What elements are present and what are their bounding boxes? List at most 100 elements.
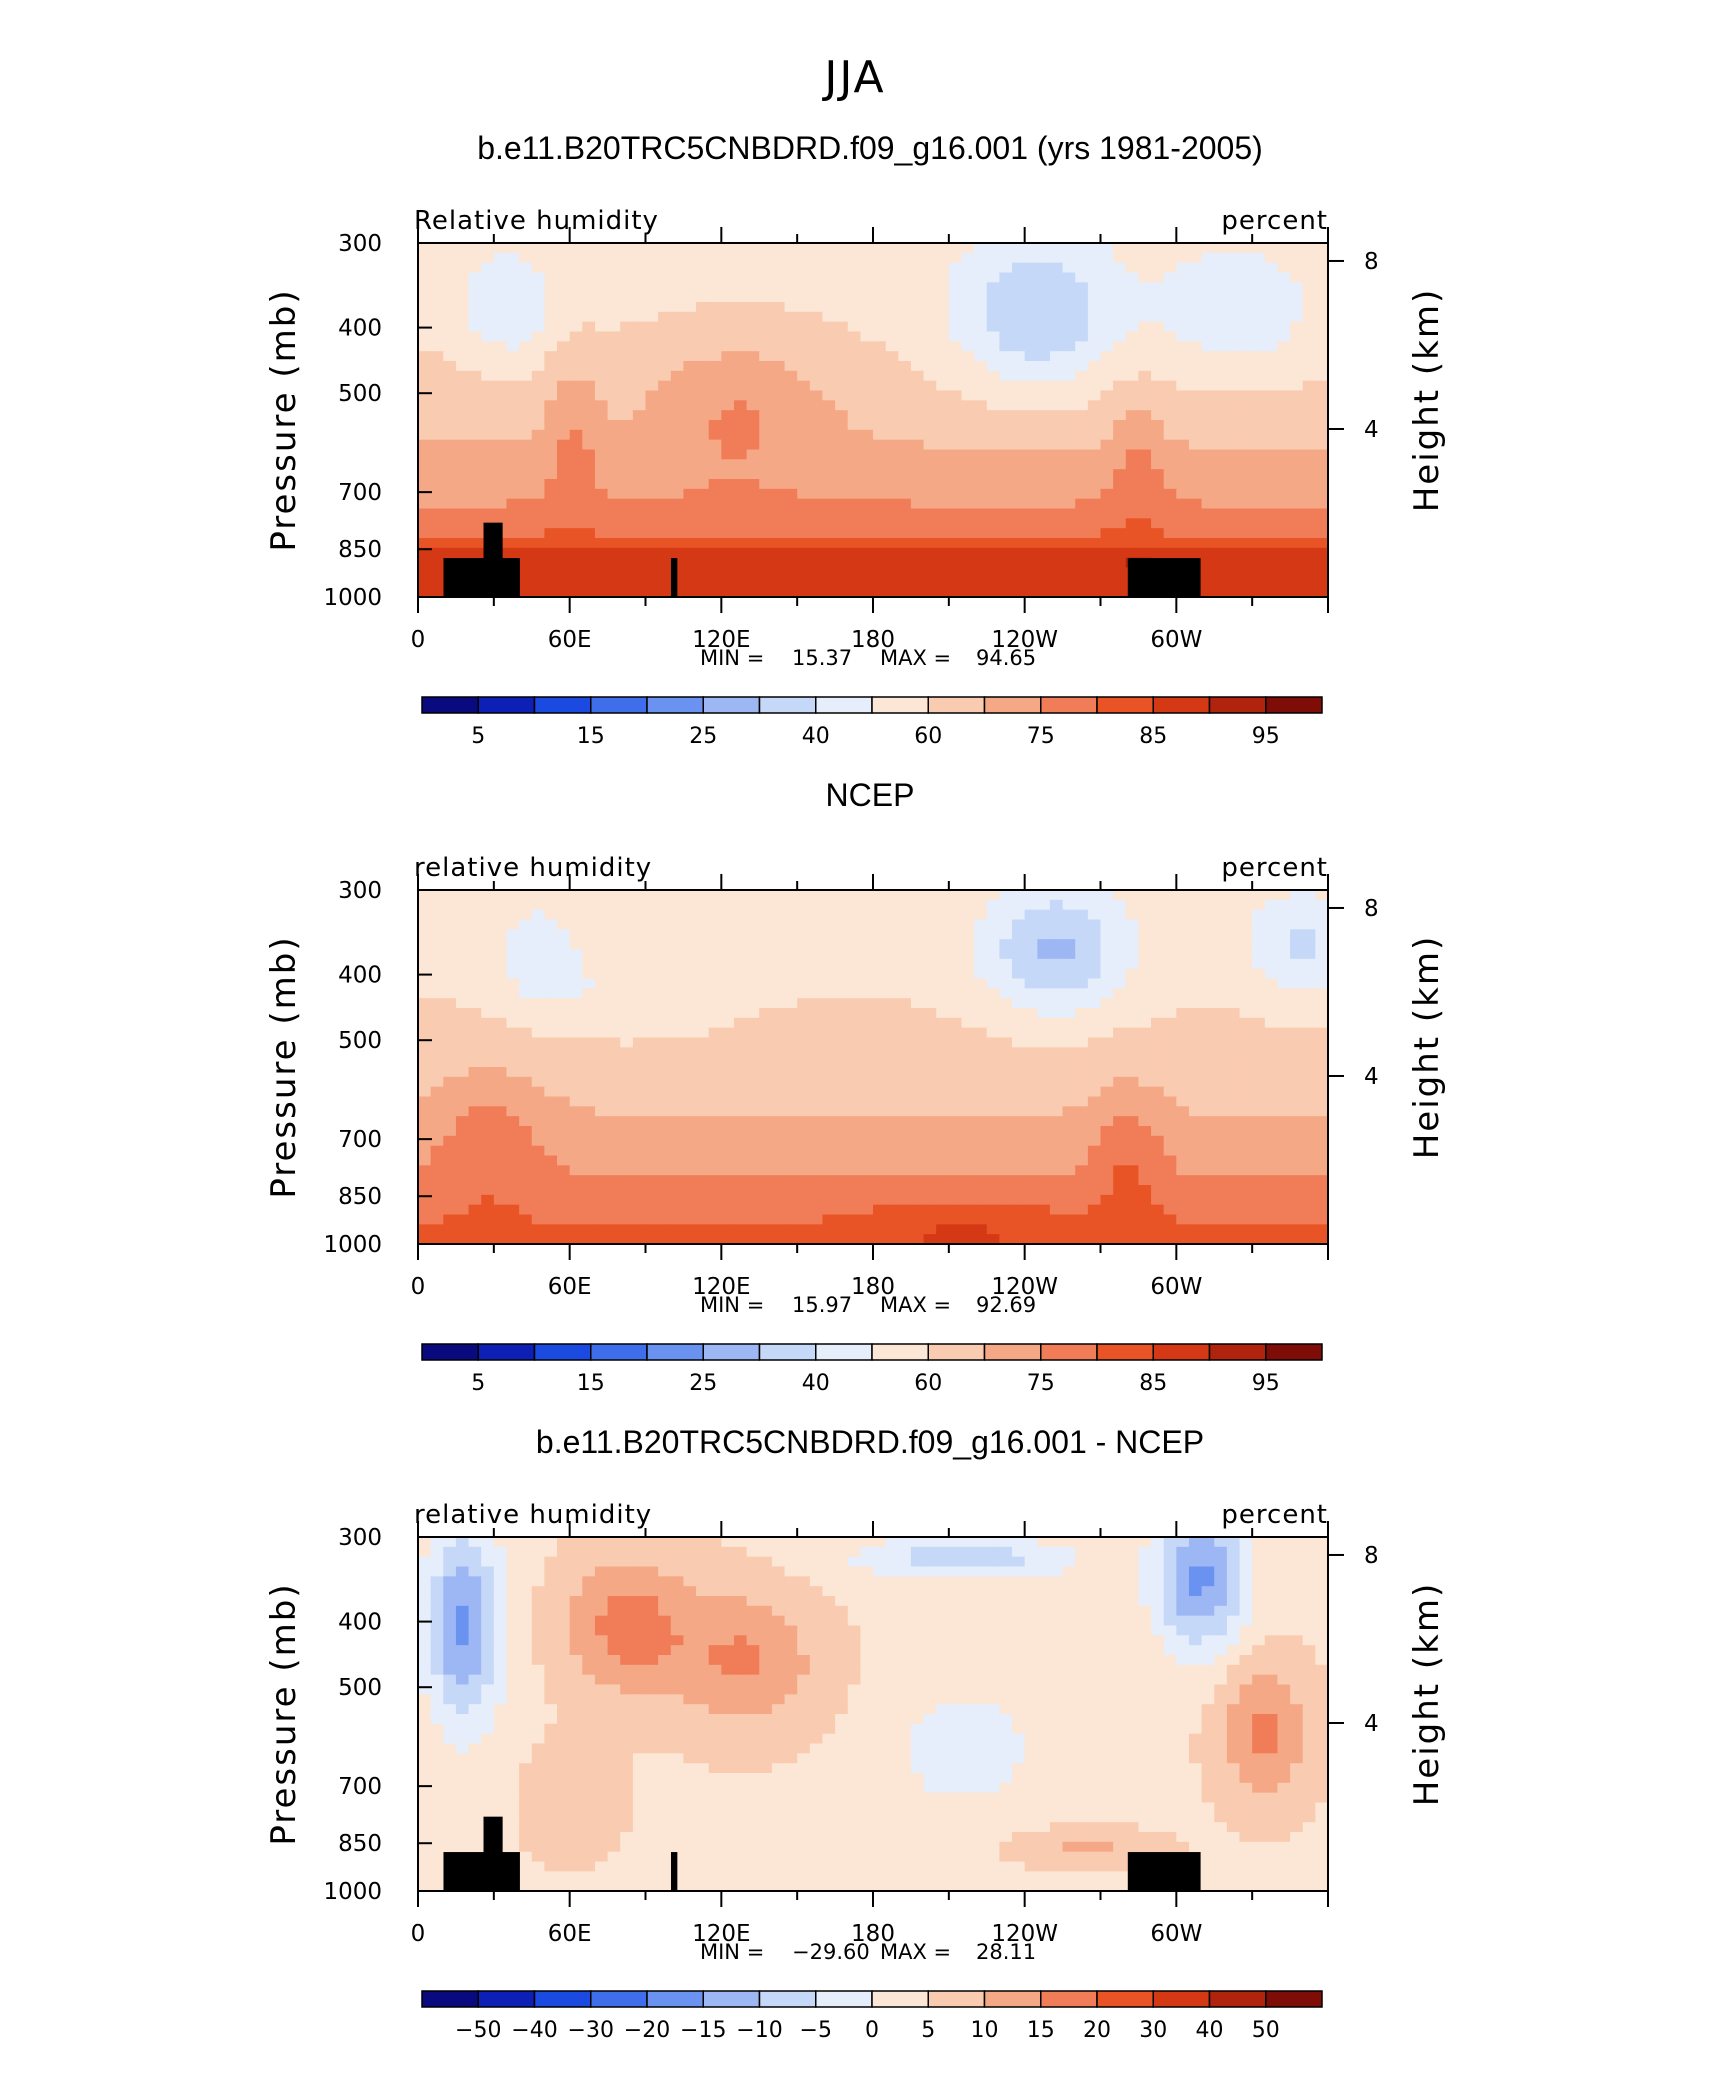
contour-cell	[493, 439, 508, 451]
contour-cell	[557, 370, 571, 382]
contour-cell	[1062, 929, 1076, 940]
contour-cell	[974, 292, 988, 303]
contour-cell	[961, 449, 975, 460]
contour-cell	[683, 282, 697, 293]
contour-cell	[948, 1047, 963, 1058]
contour-cell	[847, 420, 861, 431]
contour-cell	[986, 390, 1000, 401]
contour-cell	[1151, 351, 1165, 362]
contour-cell	[1113, 351, 1127, 362]
contour-cell	[632, 978, 647, 989]
contour-cell	[999, 1086, 1013, 1098]
contour-cell	[645, 390, 659, 401]
contour-cell	[974, 1086, 988, 1098]
contour-cell	[1264, 958, 1279, 970]
contour-cell	[885, 370, 899, 382]
contour-cell	[1188, 361, 1203, 372]
contour-cell	[506, 988, 520, 999]
contour-cell	[733, 567, 748, 578]
contour-cell	[1239, 292, 1253, 303]
contour-cell	[999, 262, 1013, 274]
contour-cell	[1049, 919, 1064, 930]
contour-cell	[1252, 1165, 1266, 1176]
contour-cell	[885, 1165, 899, 1176]
contour-cell	[1037, 1106, 1051, 1117]
contour-cell	[860, 469, 874, 480]
contour-cell	[1290, 449, 1304, 460]
contour-cell	[594, 390, 609, 401]
contour-cell	[1037, 380, 1051, 392]
contour-cell	[1062, 380, 1076, 392]
contour-cell	[1239, 1017, 1253, 1029]
contour-cell	[683, 1057, 697, 1068]
contour-cell	[1062, 1027, 1076, 1039]
contour-cell	[1049, 547, 1064, 559]
contour-cell	[771, 282, 786, 293]
contour-cell	[759, 282, 773, 293]
contour-cell	[1201, 420, 1215, 431]
contour-cell	[708, 1027, 722, 1039]
contour-cell	[645, 978, 659, 989]
contour-cell	[1100, 988, 1114, 999]
contour-cell	[809, 400, 824, 411]
contour-cell	[948, 587, 963, 598]
contour-cell	[809, 479, 824, 490]
contour-cell	[1264, 547, 1279, 559]
contour-cell	[696, 243, 710, 254]
contour-cell	[519, 1008, 533, 1019]
contour-cell	[1100, 1057, 1114, 1068]
contour-cell	[936, 459, 950, 470]
contour-cell	[733, 380, 748, 392]
contour-cell	[1239, 321, 1253, 333]
contour-cell	[835, 909, 849, 921]
contour-cell	[1201, 282, 1215, 293]
contour-cell	[860, 988, 874, 999]
contour-cell	[974, 1076, 988, 1088]
contour-cell	[1062, 321, 1076, 333]
contour-cell	[1239, 958, 1253, 970]
contour-cell	[986, 420, 1000, 431]
contour-cell	[784, 899, 798, 911]
contour-cell	[658, 449, 672, 460]
contour-cell	[607, 420, 621, 431]
contour-cell	[999, 1135, 1013, 1147]
contour-cell	[708, 508, 722, 519]
contour-cell	[506, 547, 520, 559]
contour-cell	[481, 321, 495, 333]
contour-cell	[948, 1017, 963, 1029]
contour-cell	[1226, 899, 1241, 911]
contour-cell	[1125, 1017, 1140, 1029]
contour-cell	[1214, 1067, 1228, 1078]
contour-cell	[1201, 518, 1215, 529]
contour-cell	[733, 429, 748, 441]
contour-cell	[582, 243, 596, 254]
contour-cell	[468, 978, 482, 989]
contour-cell	[1087, 899, 1102, 911]
contour-cell	[1113, 538, 1127, 549]
contour-cell	[1163, 909, 1177, 921]
contour-cell	[797, 978, 811, 989]
contour-cell	[759, 1145, 773, 1157]
contour-cell	[999, 400, 1013, 411]
contour-cell	[873, 518, 887, 529]
contour-cell	[1113, 1116, 1127, 1127]
contour-cell	[733, 1067, 748, 1078]
contour-cell	[1100, 262, 1114, 274]
contour-cell	[708, 410, 722, 421]
contour-cell	[455, 1155, 470, 1166]
contour-cell	[696, 1194, 710, 1206]
contour-cell	[1176, 351, 1190, 362]
contour-cell	[873, 1116, 887, 1127]
contour-cell	[759, 939, 773, 950]
contour-cell	[1037, 577, 1051, 588]
contour-cell	[961, 370, 975, 382]
contour-cell	[1012, 1027, 1026, 1039]
contour-cell	[468, 1155, 482, 1166]
contour-cell	[493, 978, 508, 989]
contour-cell	[607, 1145, 621, 1157]
contour-cell	[910, 968, 925, 980]
contour-cell	[519, 978, 533, 989]
contour-cell	[582, 459, 596, 470]
contour-cell	[531, 331, 545, 342]
contour-cell	[632, 1185, 647, 1196]
